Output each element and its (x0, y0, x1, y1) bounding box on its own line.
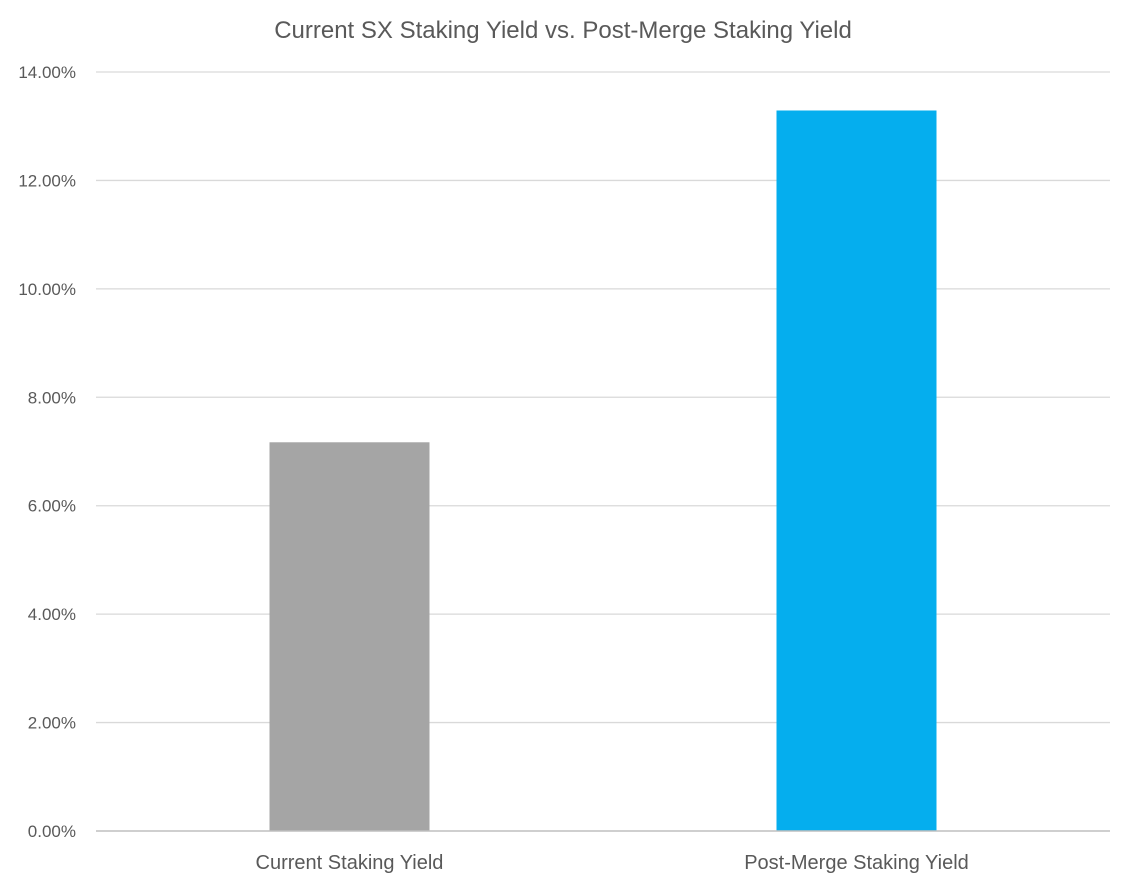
y-tick-label: 10.00% (18, 280, 76, 299)
bar-post-merge-staking-yield (776, 110, 937, 832)
y-tick-label: 12.00% (18, 171, 76, 190)
y-tick-label: 14.00% (18, 63, 76, 82)
bar-current-staking-yield (269, 442, 430, 831)
gridlines (96, 71, 1110, 724)
y-tick-label: 4.00% (28, 605, 76, 624)
bars (269, 110, 937, 832)
x-axis-category-labels: Current Staking Yield Post-Merge Staking … (256, 852, 969, 874)
y-tick-label: 2.00% (28, 714, 76, 733)
chart-title: Current SX Staking Yield vs. Post-Merge … (274, 17, 852, 44)
y-tick-label: 0.00% (28, 822, 76, 841)
y-axis-tick-labels: 0.00% 2.00% 4.00% 6.00% 8.00% 10.00% 12.00% 14.… (18, 63, 76, 841)
x-category-label: Current Staking Yield (256, 852, 444, 874)
y-tick-label: 8.00% (28, 388, 76, 407)
y-tick-label: 6.00% (28, 497, 76, 516)
x-category-label: Post-Merge Staking Yield (744, 852, 969, 874)
